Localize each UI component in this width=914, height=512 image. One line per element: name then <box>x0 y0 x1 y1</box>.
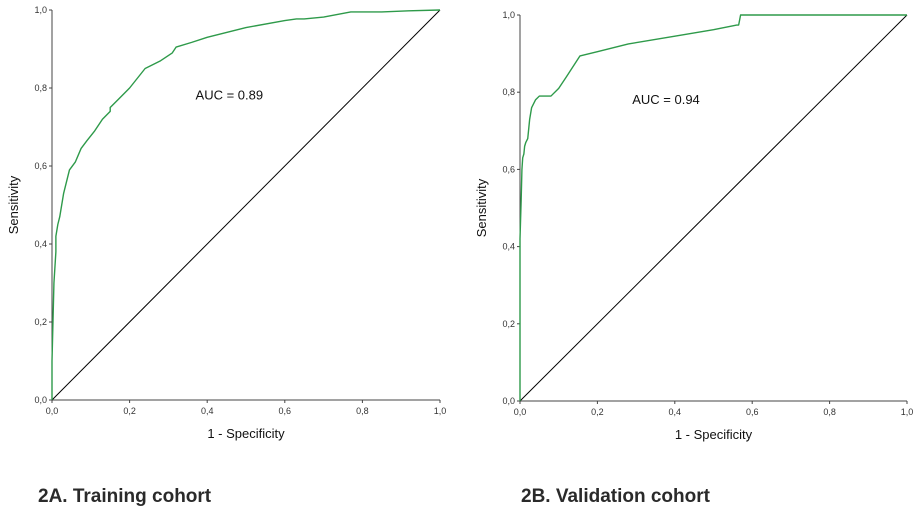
y-axis-label: Sensitivity <box>6 175 21 234</box>
x-tick-label: 0,6 <box>279 406 292 416</box>
x-axis-label: 1 - Specificity <box>675 427 753 442</box>
caption-training-cohort: 2A. Training cohort <box>38 486 212 507</box>
reference-diagonal-line <box>519 14 908 402</box>
caption-validation-cohort: 2B. Validation cohort <box>521 486 710 507</box>
y-tick-label: 0,8 <box>34 83 47 93</box>
reference-diagonal-line <box>51 9 441 401</box>
x-axis-label: 1 - Specificity <box>207 426 285 441</box>
y-tick-label: 0,8 <box>502 87 515 97</box>
x-tick-label: 0,2 <box>591 407 604 417</box>
y-tick-label: 0,6 <box>34 161 47 171</box>
y-tick-label: 0,0 <box>34 395 47 405</box>
y-tick-label: 1,0 <box>34 5 47 15</box>
y-tick-label: 0,2 <box>502 319 515 329</box>
roc-panel-training: 0,0 0,2 0,4 0,6 0,8 1,0 0,0 0,2 0,4 0,6 0,8 1,0 1 - … <box>6 5 446 441</box>
y-tick-label: 0,6 <box>502 164 515 174</box>
x-tick-label: 0,4 <box>669 407 682 417</box>
x-tick-label: 0,0 <box>46 406 59 416</box>
y-tick-label: 0,0 <box>502 396 515 406</box>
y-tick-label: 0,2 <box>34 317 47 327</box>
x-tick-label: 0,2 <box>123 406 136 416</box>
y-tick-label: 0,4 <box>34 239 47 249</box>
roc-curve-training <box>51 9 441 400</box>
x-tick-label: 1,0 <box>434 406 447 416</box>
x-tick-label: 0,8 <box>356 406 369 416</box>
roc-curve-validation <box>519 14 907 401</box>
auc-annotation: AUC = 0.94 <box>632 92 700 107</box>
y-tick-label: 0,4 <box>502 242 515 252</box>
roc-panel-validation: 0,0 0,2 0,4 0,6 0,8 1,0 0,0 0,2 0,4 0,6 0,8 1,0 1 - … <box>474 10 913 442</box>
auc-annotation: AUC = 0.89 <box>196 88 264 103</box>
y-axis-label: Sensitivity <box>474 178 489 237</box>
x-tick-label: 0,4 <box>201 406 214 416</box>
x-tick-label: 0,6 <box>746 407 759 417</box>
x-tick-label: 1,0 <box>901 407 914 417</box>
x-tick-label: 0,0 <box>514 407 527 417</box>
x-tick-label: 0,8 <box>823 407 836 417</box>
y-tick-label: 1,0 <box>502 10 515 20</box>
